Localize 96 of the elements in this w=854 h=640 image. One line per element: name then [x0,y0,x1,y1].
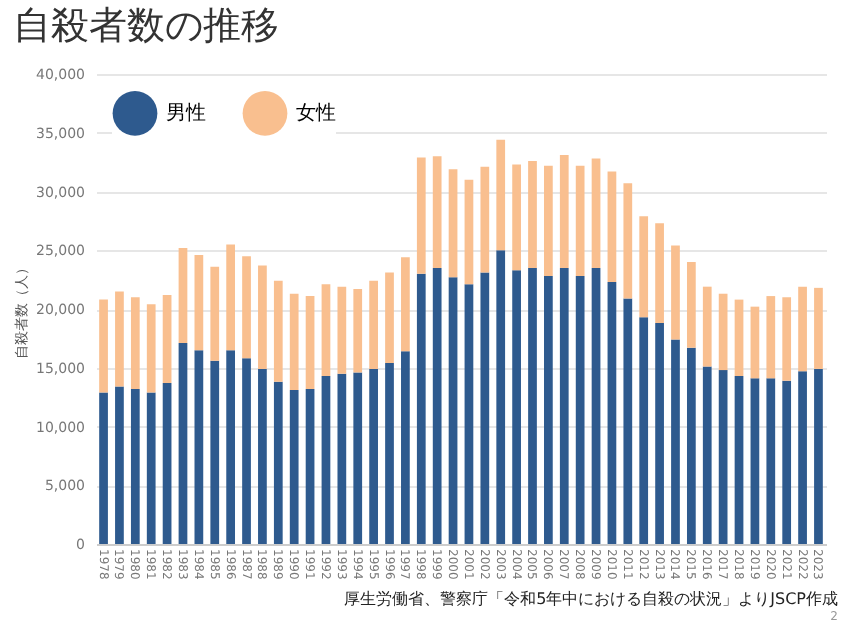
bar [623,183,633,299]
bar [289,293,299,391]
legend-label: 男性 [166,101,206,126]
bar [130,388,140,544]
bar [194,350,204,544]
bar [798,286,807,372]
bar [401,351,410,544]
bar [337,286,347,374]
bar [416,157,426,274]
bar [623,298,633,544]
bar [528,160,537,268]
bar [464,179,474,285]
bar [544,276,553,544]
bar [512,164,521,271]
bar [242,256,251,359]
bar [162,294,172,384]
bar [496,139,506,251]
bar [99,392,108,544]
bar [575,276,585,544]
bar [432,156,442,268]
bar [321,375,331,544]
bar [321,284,331,376]
bar [782,297,792,381]
bar [559,267,569,544]
bar [750,378,760,544]
bar [226,244,236,351]
bar [448,169,458,278]
bar [305,388,315,544]
bar [702,366,712,544]
bar [591,267,601,544]
bar [750,306,760,379]
bar [115,291,124,387]
bar [480,272,490,544]
bar [671,339,680,544]
bar [512,270,521,544]
bar [162,383,172,544]
bar [702,286,712,367]
bar [130,297,140,389]
bar [337,373,347,544]
bar [766,378,776,544]
legend-label: 女性 [296,101,336,126]
bar [289,390,299,544]
text: 厚生労働省、警察庁「令和5年中における自殺の状況」よりJSCP作成 [344,588,838,610]
bar [718,370,728,544]
bar [99,299,108,393]
bar [782,380,792,544]
bar [273,280,283,382]
bar [226,350,236,544]
bar [146,304,156,393]
bar [480,166,490,273]
bar [273,381,283,544]
bar [607,171,617,282]
bar [686,347,696,544]
bar [734,375,744,544]
bar [210,360,220,544]
bar [385,363,394,544]
bar [353,289,363,373]
bar [369,280,378,369]
bar [559,155,569,268]
bar [639,216,649,318]
bar [655,323,664,544]
bar [401,257,410,352]
chart-title: 自殺者数の推移 [13,4,280,48]
bar [369,368,378,544]
bar [258,265,267,369]
bar [385,272,394,364]
bar [798,371,807,544]
bar [210,266,220,361]
bar [194,254,204,351]
bar [814,368,823,544]
bar [464,284,474,544]
bar [496,250,506,544]
bar [448,277,458,544]
bar [115,386,124,544]
bar [766,296,776,379]
bar [432,267,442,544]
bar [607,281,617,544]
bar [671,245,680,340]
bar [258,368,267,544]
bar [718,293,728,371]
bar [178,343,188,544]
bar [655,223,664,324]
bar [734,299,744,376]
bar [814,287,823,369]
bar [416,273,426,544]
bar [178,247,188,344]
bar [146,392,156,544]
bar [639,317,649,544]
bar [242,358,251,544]
bar [353,372,363,544]
bar [544,165,553,277]
bar [305,296,315,389]
bar [528,267,537,544]
bar [591,158,601,268]
bar [575,165,585,277]
bar [686,262,696,348]
